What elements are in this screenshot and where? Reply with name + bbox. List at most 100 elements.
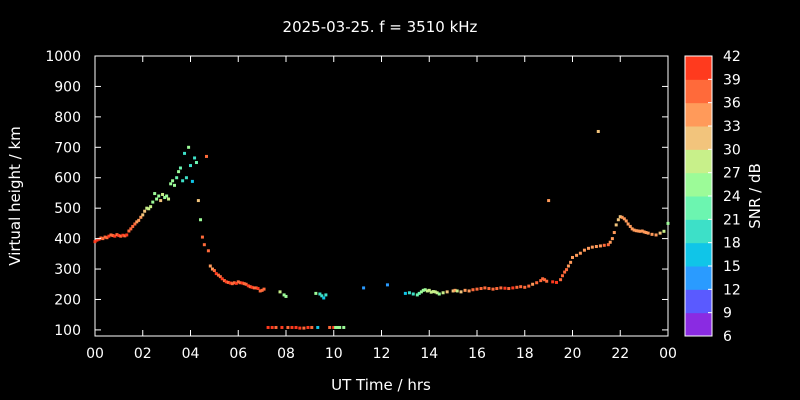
data-point — [427, 288, 431, 292]
data-point — [282, 293, 286, 297]
data-point — [423, 288, 427, 292]
colorbar-segment — [685, 79, 712, 104]
colorbar-tick-label: 39 — [723, 72, 741, 88]
data-point — [590, 245, 594, 249]
data-point — [121, 233, 125, 237]
colorbar-tick-label: 42 — [723, 49, 741, 65]
data-point — [437, 292, 441, 296]
data-point — [232, 281, 236, 285]
data-point — [135, 220, 139, 224]
data-point — [636, 229, 640, 233]
colorbar-tick-label: 15 — [723, 259, 741, 275]
data-point — [145, 206, 149, 210]
data-point — [620, 215, 624, 219]
data-point — [252, 286, 256, 290]
data-point — [640, 229, 644, 233]
data-point — [431, 290, 435, 294]
data-point — [471, 288, 475, 292]
data-point — [183, 151, 187, 155]
data-point — [99, 236, 103, 240]
data-point — [230, 282, 234, 286]
data-point — [260, 288, 264, 292]
chart-title: 2025-03-25. f = 3510 kHz — [283, 18, 478, 36]
data-point — [459, 290, 463, 294]
plot-area: 00 02 04 06 08 10 12 14 16 18 20 22 00 100 200 300 400 5… — [45, 49, 677, 362]
x-tick-label: 18 — [516, 346, 534, 362]
data-point — [294, 325, 298, 329]
data-point — [171, 179, 175, 183]
data-point — [411, 292, 415, 296]
data-point — [200, 235, 204, 239]
data-point — [543, 278, 547, 282]
x-tick-label: 22 — [611, 346, 629, 362]
data-point — [539, 279, 543, 283]
data-point — [417, 291, 421, 295]
y-tick-label: 900 — [54, 79, 81, 95]
data-point — [107, 234, 111, 238]
data-point — [594, 245, 598, 249]
data-point — [131, 224, 135, 228]
data-point — [127, 229, 131, 233]
data-point — [626, 222, 630, 226]
y-tick-label: 600 — [54, 171, 81, 187]
data-point — [169, 182, 173, 186]
data-point — [184, 176, 188, 180]
x-tick-label: 20 — [564, 346, 582, 362]
colorbar-segment — [685, 312, 712, 337]
data-point — [586, 246, 590, 250]
data-point — [463, 288, 467, 292]
data-point — [441, 291, 445, 295]
data-point — [483, 286, 487, 290]
data-point — [519, 285, 523, 289]
data-point — [421, 288, 425, 292]
data-point — [624, 219, 628, 223]
colorbar-segment — [685, 219, 712, 244]
data-point — [115, 233, 119, 237]
data-point — [139, 215, 143, 219]
data-point — [658, 231, 662, 235]
data-point — [105, 236, 109, 240]
data-point — [445, 290, 449, 294]
data-point — [630, 227, 634, 231]
data-point — [199, 218, 203, 222]
data-point — [429, 290, 433, 294]
data-point — [555, 280, 559, 284]
data-point — [222, 279, 226, 283]
data-point — [342, 325, 346, 329]
data-point — [632, 228, 636, 232]
data-point — [614, 223, 618, 227]
data-point — [244, 282, 248, 286]
data-point — [318, 292, 322, 296]
data-point — [385, 283, 389, 287]
colorbar-label: SNR / dB — [746, 163, 764, 229]
x-tick-label: 10 — [325, 346, 343, 362]
data-point — [545, 279, 549, 283]
data-point — [248, 285, 252, 289]
data-point — [190, 179, 194, 183]
data-point — [125, 233, 129, 237]
colorbar-segment — [685, 56, 712, 80]
data-point — [515, 285, 519, 289]
data-point — [575, 253, 579, 257]
data-point — [280, 325, 284, 329]
data-point — [310, 325, 314, 329]
data-point — [602, 243, 606, 247]
data-point — [234, 281, 238, 285]
data-point — [240, 281, 244, 285]
data-point — [210, 267, 214, 271]
data-point — [109, 233, 113, 237]
data-point — [238, 281, 242, 285]
x-axis: 00 02 04 06 08 10 12 14 16 18 20 22 00 — [86, 56, 677, 362]
data-point — [551, 280, 555, 284]
data-point — [618, 215, 622, 219]
colorbar-segment — [685, 149, 712, 174]
data-point — [290, 325, 294, 329]
data-point — [194, 161, 198, 165]
y-tick-label: 100 — [54, 323, 81, 339]
data-point — [324, 293, 328, 297]
x-tick-label: 02 — [134, 346, 152, 362]
x-axis-label: UT Time / hrs — [331, 376, 431, 394]
y-axis: 100 200 300 400 500 600 700 800 900 1000 — [45, 49, 668, 339]
data-point — [226, 280, 230, 284]
data-point — [638, 229, 642, 233]
